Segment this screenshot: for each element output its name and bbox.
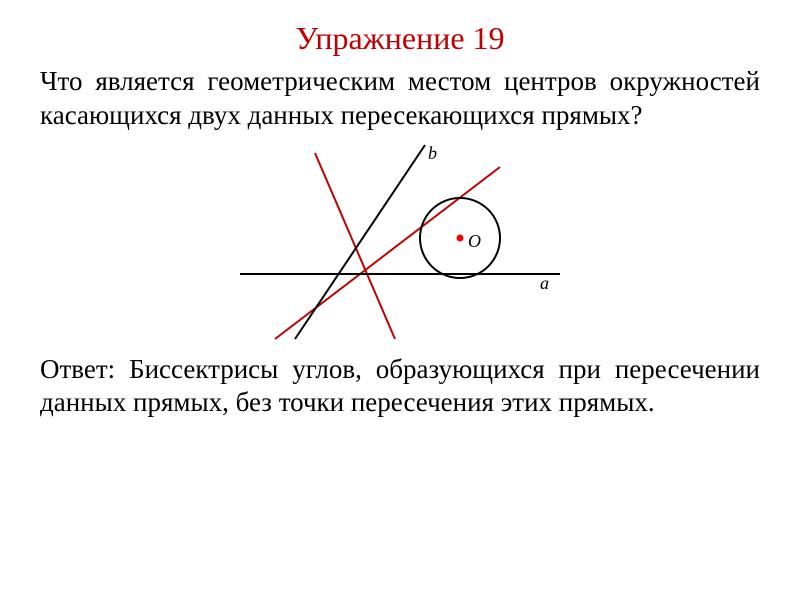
answer-label: Ответ: <box>40 354 115 384</box>
label-O: O <box>468 231 481 251</box>
bisector-line-2 <box>315 153 395 339</box>
label-a: a <box>540 273 549 293</box>
center-dot <box>457 234 464 241</box>
slide: Упражнение 19 Что является геометрически… <box>0 0 800 600</box>
line-b <box>295 145 425 339</box>
exercise-title: Упражнение 19 <box>40 20 760 57</box>
answer-text: Ответ: Биссектрисы углов, образующихся п… <box>40 353 760 421</box>
question-text: Что является геометрическим местом центр… <box>40 65 760 133</box>
label-b: b <box>428 143 437 163</box>
answer-body: Биссектрисы углов, образующихся при пере… <box>40 354 760 418</box>
geometry-diagram: a b O <box>230 139 570 349</box>
figure-container: a b O <box>40 139 760 349</box>
